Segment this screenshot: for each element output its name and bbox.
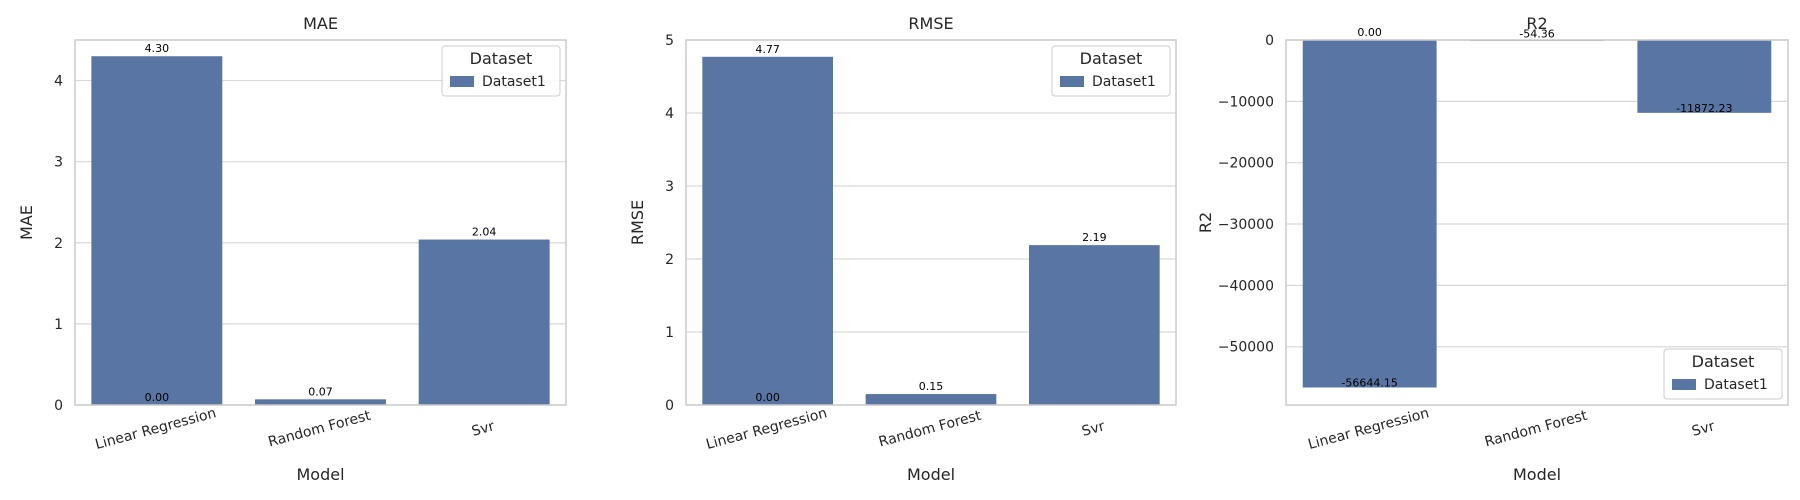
x-tick-label: Random Forest: [1483, 408, 1589, 451]
legend-entry: Dataset1: [1704, 377, 1768, 393]
bar-random-forest: [255, 399, 386, 405]
bar-value-label-extra: 0.00: [755, 391, 780, 404]
bar-svr: [1637, 40, 1772, 113]
legend-swatch: [1060, 76, 1084, 87]
y-tick-label: 1: [54, 317, 63, 333]
bar-linear-regression: [91, 56, 223, 405]
bar-value-label: 0.15: [919, 380, 944, 393]
x-tick-label: Linear Regression: [1306, 405, 1430, 453]
legend: Dataset Dataset1: [441, 45, 561, 97]
x-axis-label: Model: [296, 465, 344, 484]
axes-frame: [685, 39, 1177, 406]
y-tick-label: 1: [665, 325, 674, 341]
legend-swatch: [1672, 379, 1696, 390]
x-tick-label: Svr: [1080, 418, 1107, 439]
bar-svr: [1029, 245, 1160, 405]
y-axis-label: MAE: [17, 205, 36, 240]
bar-value-label: -11872.23: [1676, 102, 1732, 115]
y-tick-label: −20000: [1218, 156, 1274, 172]
chart-panel-3: 0 −10000 −20000 −30000 −40000 −50000 -56644.15…: [1196, 14, 1789, 484]
y-tick-label: 0: [665, 398, 674, 414]
legend-title: Dataset: [1080, 49, 1143, 68]
y-tick-label: 0: [54, 398, 63, 414]
x-tick-label: Random Forest: [266, 408, 372, 451]
y-tick-label: 0: [1265, 33, 1274, 49]
bar-value-label: 2.04: [472, 226, 497, 239]
legend: Dataset Dataset1: [1663, 348, 1783, 400]
legend-entry: Dataset1: [482, 74, 546, 90]
y-tick-label: −50000: [1218, 340, 1274, 356]
y-tick-label: 2: [54, 236, 63, 252]
bar-value-label: 2.19: [1082, 231, 1107, 244]
y-tick-label: −40000: [1218, 278, 1274, 294]
x-tick-label: Random Forest: [877, 408, 983, 451]
chart-title: MAE: [303, 14, 338, 33]
y-axis-label: RMSE: [628, 200, 647, 245]
chart-title: RMSE: [908, 14, 953, 33]
bar-linear-regression: [1302, 40, 1437, 388]
bar-svr: [418, 239, 550, 405]
y-tick-label: 2: [665, 252, 674, 268]
bar-value-label: 4.77: [755, 43, 780, 56]
y-tick-label: −10000: [1218, 94, 1274, 110]
axes-frame: [74, 39, 567, 406]
x-tick-label: Svr: [1690, 418, 1717, 439]
bar-value-label: -56644.15: [1341, 376, 1397, 389]
chart-title: R2: [1526, 14, 1547, 33]
bar-linear-regression: [702, 56, 833, 405]
y-tick-label: 3: [54, 155, 63, 171]
bar-value-label: 4.30: [145, 42, 170, 55]
x-tick-label: Linear Regression: [704, 405, 828, 453]
y-tick-label: 4: [665, 106, 674, 122]
legend-title: Dataset: [1692, 352, 1755, 371]
x-tick-label: Linear Regression: [94, 405, 218, 453]
y-tick-label: 5: [665, 33, 674, 49]
legend-swatch: [450, 76, 474, 87]
y-tick-label: 4: [54, 74, 63, 90]
x-tick-label: Svr: [470, 418, 497, 439]
legend-entry: Dataset1: [1092, 74, 1156, 90]
legend-title: Dataset: [470, 49, 533, 68]
axes-frame: [1285, 39, 1789, 406]
x-axis-label: Model: [1513, 465, 1561, 484]
bar-random-forest: [865, 394, 997, 405]
y-tick-label: 3: [665, 179, 674, 195]
y-axis-label: R2: [1196, 212, 1215, 233]
y-tick-label: −30000: [1218, 217, 1274, 233]
legend: Dataset Dataset1: [1051, 45, 1171, 97]
bar-value-label: 0.07: [308, 385, 333, 398]
bar-value-label-extra: 0.00: [145, 391, 170, 404]
x-axis-label: Model: [907, 465, 955, 484]
bar-value-label: -54.36: [1519, 27, 1554, 40]
bar-value-label-extra: 0.00: [1357, 26, 1382, 39]
